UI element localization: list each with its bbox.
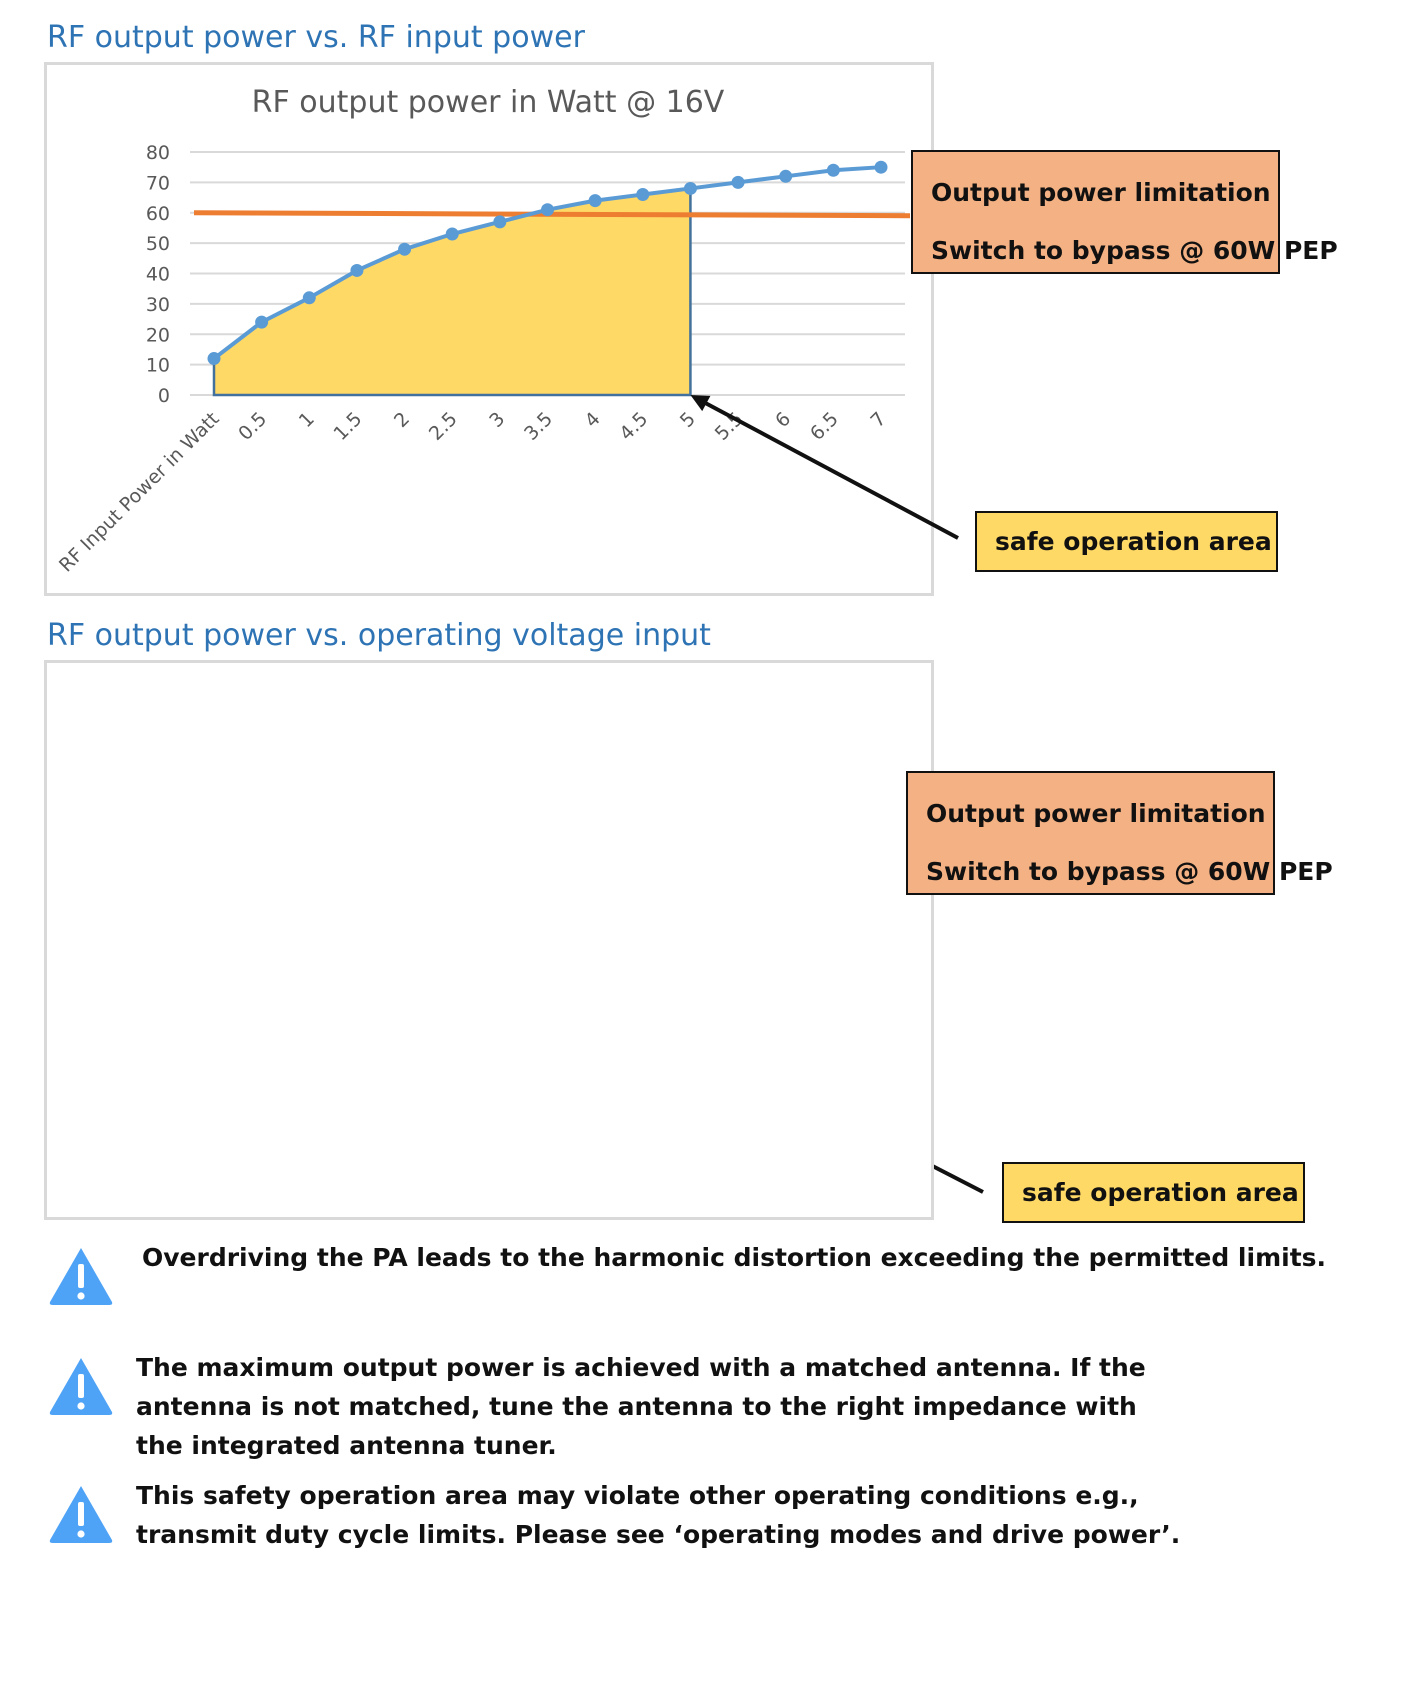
data-point <box>207 352 221 366</box>
y-tick-label: 80 <box>146 142 170 164</box>
y-tick-label: 70 <box>146 172 170 194</box>
chart-frame <box>44 660 934 1220</box>
section-title: RF output power vs. operating voltage in… <box>47 618 711 653</box>
output-limit-callout: Output power limitation Switch to bypass… <box>906 771 1333 895</box>
safe-area-label: safe operation area <box>1022 1178 1299 1207</box>
x-tick-label: 1 <box>295 408 319 432</box>
note-text: This safety operation area may violate o… <box>136 1481 1181 1549</box>
note-item: Overdriving the PA leads to the harmonic… <box>46 1243 1326 1308</box>
section-title: RF output power vs. RF input power <box>47 20 585 55</box>
y-tick-label: 0 <box>158 385 170 407</box>
data-point <box>398 242 412 256</box>
safe-area-callout: safe operation area <box>1002 1162 1305 1223</box>
callout-line: Output power limitation <box>926 799 1266 828</box>
data-point <box>255 315 269 329</box>
data-point <box>826 163 840 177</box>
data-point <box>683 181 697 195</box>
y-tick-label: 20 <box>146 324 170 346</box>
chart-title: RF output power in Watt @ 16V <box>252 85 725 120</box>
x-tick-label: RF Input Power in Watt <box>55 408 224 577</box>
y-tick-label: 60 <box>146 203 170 225</box>
data-point <box>445 227 459 241</box>
y-tick-label: 40 <box>146 264 170 286</box>
x-tick-label: 2.5 <box>425 408 462 445</box>
safe-operation-area <box>212 187 692 397</box>
warning-icon <box>49 1248 113 1305</box>
safe-area-callout: safe operation area <box>975 511 1278 572</box>
data-point <box>350 263 364 277</box>
y-tick-label: 50 <box>146 233 170 255</box>
note-item: This safety operation area may violate o… <box>46 1481 1196 1554</box>
x-tick-label: 0.5 <box>234 408 271 445</box>
callout-line: Switch to bypass @ 60W PEP <box>926 857 1333 886</box>
warning-icon <box>49 1486 113 1543</box>
x-tick-label: 6 <box>771 408 795 432</box>
data-point <box>636 188 650 202</box>
x-tick-label: 5 <box>676 408 700 432</box>
x-tick-label: 6.5 <box>806 408 843 445</box>
x-tick-label: 1.5 <box>330 408 367 445</box>
data-point <box>731 175 745 189</box>
arrow-head <box>690 395 711 412</box>
y-tick-label: 10 <box>146 355 170 377</box>
x-tick-label: 3 <box>485 408 509 432</box>
data-point <box>779 169 793 183</box>
x-tick-label: 7 <box>866 408 890 432</box>
warning-icon <box>49 1358 113 1415</box>
callout-line: Switch to bypass @ 60W PEP <box>931 236 1338 265</box>
x-tick-label: 4.5 <box>615 408 652 445</box>
callout-line: Output power limitation <box>931 178 1271 207</box>
x-tick-label: 4 <box>581 408 605 432</box>
x-tick-label: 2 <box>390 408 414 432</box>
data-point <box>588 194 602 208</box>
y-tick-label: 30 <box>146 294 170 316</box>
output-limit-callout: Output power limitation Switch to bypass… <box>911 150 1338 274</box>
data-point <box>493 215 507 229</box>
safe-area-label: safe operation area <box>995 527 1272 556</box>
x-tick-label: 3.5 <box>520 408 557 445</box>
data-point <box>302 291 316 305</box>
data-point <box>874 160 888 174</box>
note-item: The maximum output power is achieved wit… <box>46 1353 1156 1465</box>
pointer-arrow <box>701 399 959 540</box>
note-text: The maximum output power is achieved wit… <box>136 1353 1146 1460</box>
note-text: Overdriving the PA leads to the harmonic… <box>142 1243 1327 1272</box>
data-point <box>541 203 554 217</box>
